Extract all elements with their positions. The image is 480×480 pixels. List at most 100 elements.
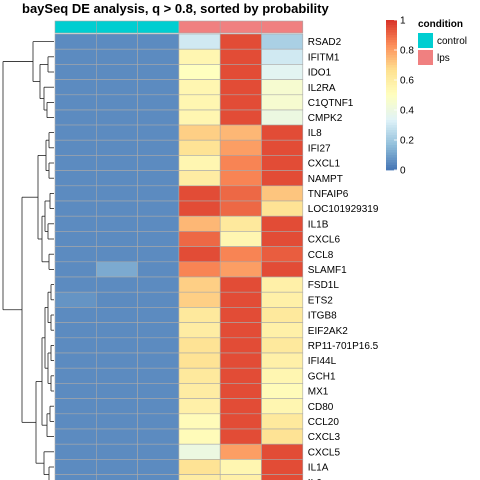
heatmap-cell (178, 185, 221, 202)
heatmap-cell (137, 367, 180, 384)
heatmap-cell (178, 459, 221, 475)
heatmap-cell (54, 367, 97, 384)
heatmap-cell (137, 48, 180, 65)
heatmap-cell (178, 215, 221, 232)
heatmap-cell (54, 352, 97, 369)
heatmap-cell (137, 170, 180, 187)
condition-legend-title: condition (418, 19, 463, 30)
heatmap-cell (96, 276, 138, 293)
heatmap-cell (54, 124, 97, 141)
heatmap-cell (261, 443, 304, 460)
heatmap-cell (261, 33, 304, 50)
heatmap-cell (261, 383, 304, 399)
heatmap-cell (137, 276, 180, 293)
heatmap-cell (261, 413, 304, 430)
heatmap-cell (219, 215, 262, 232)
condition-legend-label: control (437, 36, 467, 47)
heatmap-cell (137, 155, 180, 171)
heatmap-cell (261, 337, 304, 354)
heatmap-cell (178, 276, 221, 293)
colorbar-segment (386, 87, 397, 91)
heatmap-cell (178, 109, 221, 126)
colorbar-segment (386, 97, 397, 101)
colorbar-segment (386, 100, 397, 103)
heatmap-cell (178, 367, 221, 384)
heatmap-cell (219, 94, 262, 111)
colorbar-segment (386, 122, 397, 126)
heatmap-cell (54, 428, 97, 445)
colorbar-segment (386, 22, 397, 26)
heatmap-cell (261, 200, 304, 217)
heatmap-cell (137, 246, 180, 263)
heatmap-cell (261, 155, 304, 171)
heatmap-cell (219, 185, 262, 202)
colorbar-segment (386, 57, 397, 61)
colorbar-segment (386, 67, 397, 71)
heatmap-cell (178, 398, 221, 415)
heatmap-cell (96, 443, 138, 460)
row-label: ETS2 (308, 295, 333, 306)
heatmap-cell (178, 352, 221, 369)
heatmap-cell (96, 246, 138, 263)
heatmap-cell (96, 64, 138, 80)
colorbar-segment (386, 150, 397, 153)
color-scale-legend: 0 0.2 0.4 0.6 0.8 1 (386, 16, 414, 177)
colorbar-segment (386, 95, 397, 98)
heatmap-cell (219, 261, 262, 278)
heatmap-cell (137, 474, 180, 480)
heatmap-cell (178, 124, 221, 141)
colorbar-segment (386, 47, 397, 51)
heatmap-cell (96, 139, 138, 156)
colorbar-segment (386, 167, 397, 171)
heatmap-cell (137, 215, 180, 232)
heatmap-cell (261, 185, 304, 202)
heatmap-cell (137, 291, 180, 308)
heatmap-cell (178, 155, 221, 171)
colorbar-tick-label: 0 (400, 166, 406, 177)
heatmap-cell (178, 322, 221, 339)
row-label: IL8 (308, 128, 322, 139)
heatmap-cell (261, 428, 304, 445)
heatmap-cell (137, 398, 180, 415)
heatmap-cell (219, 170, 262, 187)
heatmap-cell (261, 459, 304, 475)
heatmap-cell (96, 428, 138, 445)
heatmap-cell (54, 398, 97, 415)
annotation-cell-lps (219, 20, 262, 34)
row-label: IDO1 (308, 68, 332, 79)
heatmap-cell (137, 94, 180, 111)
heatmap-cell (54, 291, 97, 308)
heatmap-cell (96, 352, 138, 369)
colorbar-segment (386, 112, 397, 116)
heatmap-cell (178, 337, 221, 354)
heatmap-cell (261, 48, 304, 65)
heatmap-cell (219, 413, 262, 430)
colorbar-segment (386, 152, 397, 156)
heatmap-cell (219, 459, 262, 475)
heatmap-cell (219, 291, 262, 308)
colorbar-segment (386, 37, 397, 41)
heatmap-cell (137, 109, 180, 126)
colorbar-segment (386, 75, 397, 78)
heatmap-cell (54, 246, 97, 263)
colorbar-tick-label: 0.8 (400, 46, 414, 57)
heatmap-cell (261, 215, 304, 232)
condition-legend-swatch (418, 33, 433, 48)
colorbar-segment (386, 137, 397, 141)
heatmap-cell (178, 291, 221, 308)
row-label: CXCL1 (308, 159, 341, 170)
heatmap-cell (178, 94, 221, 111)
heatmap-cell (54, 231, 97, 247)
heatmap-cell (219, 307, 262, 323)
heatmap-cell (219, 276, 262, 293)
annotation-cell-lps (261, 20, 304, 34)
row-label: CXCL5 (308, 447, 341, 458)
heatmap-cell (219, 155, 262, 171)
colorbar-segment (386, 85, 397, 88)
heatmap-cell (261, 170, 304, 187)
heatmap-cell (137, 139, 180, 156)
heatmap-cell (178, 261, 221, 278)
heatmap-cell (96, 215, 138, 232)
heatmap-cell (96, 185, 138, 202)
row-label: GCH1 (308, 371, 336, 382)
